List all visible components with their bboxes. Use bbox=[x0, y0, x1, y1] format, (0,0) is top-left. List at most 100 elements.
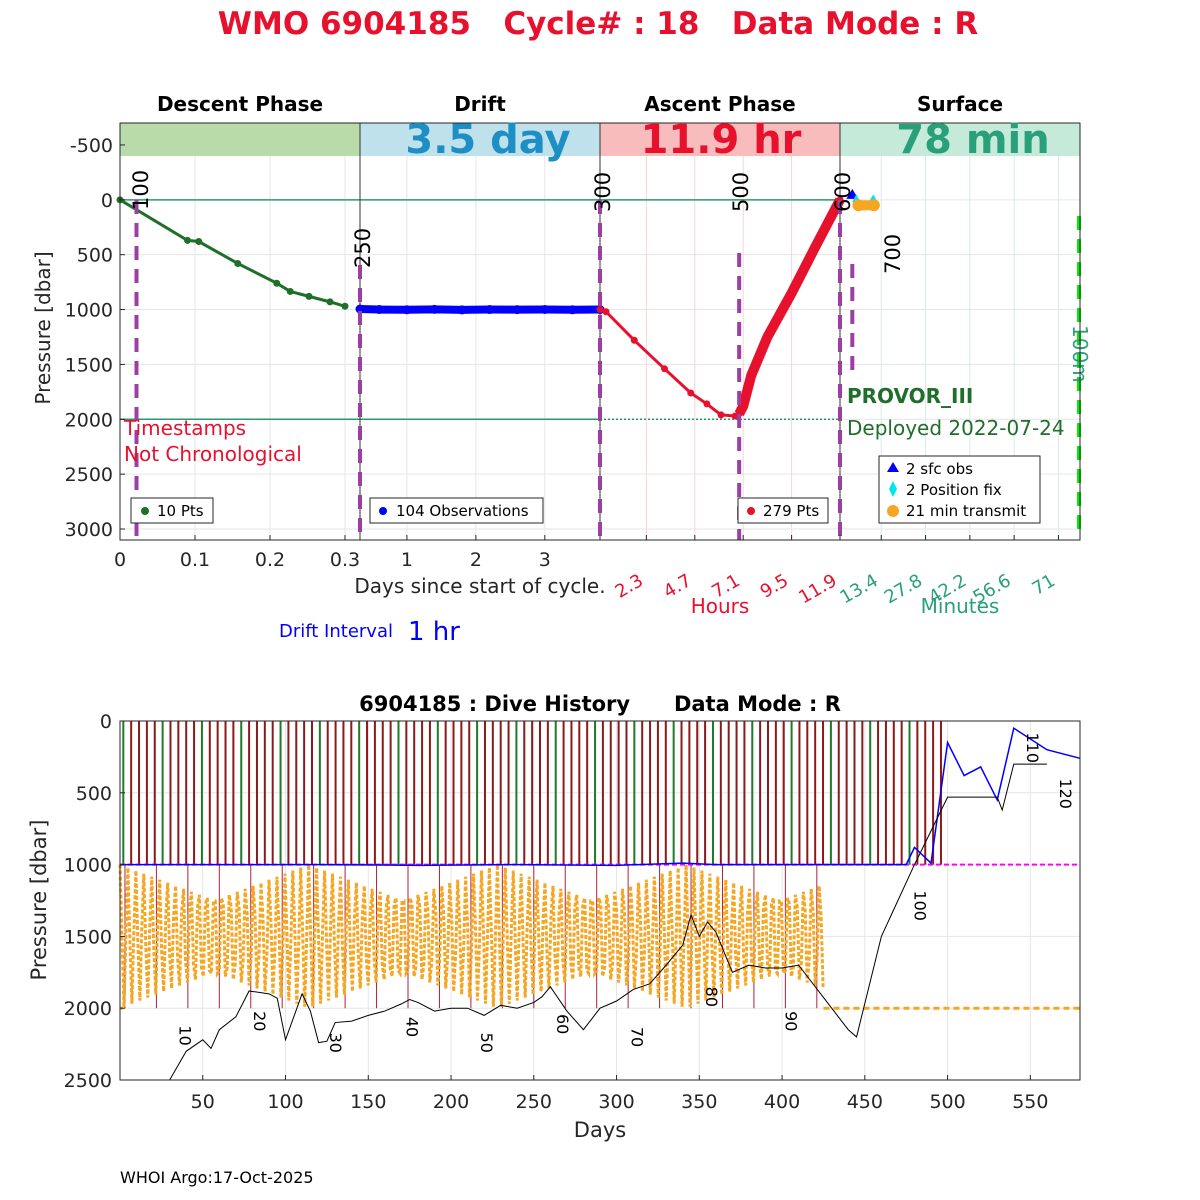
ascent-duration: 11.9 hr bbox=[641, 117, 802, 163]
ascent-point bbox=[596, 306, 604, 314]
cycle-marker-label: 100 bbox=[129, 170, 153, 210]
ascent-point bbox=[812, 242, 820, 250]
cycle-marker-label: 500 bbox=[729, 172, 753, 212]
minutes-label: Minutes bbox=[921, 594, 1000, 618]
x-tick-label: 500 bbox=[929, 1091, 965, 1113]
transmit-start bbox=[852, 199, 865, 212]
x-tick-label: 27.8 bbox=[881, 570, 926, 608]
drift-point bbox=[429, 304, 439, 314]
ascent-legend: 279 Pts bbox=[737, 497, 829, 524]
drift-duration: 3.5 day bbox=[405, 117, 570, 163]
ascent-point bbox=[788, 289, 796, 297]
descent-point bbox=[341, 302, 349, 310]
y-tick-label: 2000 bbox=[65, 409, 113, 431]
phase-title-descent: Descent Phase bbox=[157, 92, 323, 116]
cycle-marker-label: 700 bbox=[881, 234, 905, 274]
cycle-number-label: 50 bbox=[477, 1033, 496, 1053]
sfc-obs-legend-label: 2 sfc obs bbox=[906, 460, 973, 478]
phase-title-surface: Surface bbox=[917, 92, 1003, 116]
x-tick-label: 2 bbox=[470, 549, 482, 571]
y-tick-label: 2000 bbox=[64, 998, 112, 1020]
x-tick-label: 50 bbox=[191, 1091, 215, 1113]
phase-band bbox=[840, 123, 1080, 156]
hours-label: Hours bbox=[691, 594, 750, 618]
surface-legend: 2 sfc obs 2 Position fix 21 min transmit bbox=[878, 455, 1041, 524]
ascent-point bbox=[687, 389, 695, 397]
ascent-point bbox=[661, 365, 669, 373]
x-tick-label: 11.9 bbox=[795, 570, 840, 608]
phase-band bbox=[120, 123, 360, 156]
x-tick-label: 0.1 bbox=[180, 549, 210, 571]
x-tick-label: 400 bbox=[764, 1091, 800, 1113]
y-tick-label: 0 bbox=[100, 711, 112, 733]
x-tick-label: 550 bbox=[1012, 1091, 1048, 1113]
drift-point bbox=[512, 305, 522, 315]
drift-point bbox=[402, 305, 412, 315]
transmit-legend-marker bbox=[887, 505, 899, 517]
descent-point bbox=[305, 292, 313, 300]
transmit-end bbox=[867, 199, 880, 212]
y-tick-label: 2500 bbox=[65, 464, 113, 486]
float-type: PROVOR_III bbox=[847, 384, 973, 408]
phase-band bbox=[360, 123, 600, 156]
ascent-point bbox=[703, 400, 711, 408]
drift-point bbox=[355, 304, 365, 314]
ascent-point bbox=[630, 336, 638, 344]
x-tick-label: 71 bbox=[1029, 570, 1059, 600]
x-tick-label: 0 bbox=[114, 549, 126, 571]
dive-history-title: 6904185 : Dive History Data Mode : R bbox=[359, 692, 841, 716]
descent-legend-label: 10 Pts bbox=[157, 502, 204, 520]
timestamps-note: Timestamps bbox=[123, 416, 246, 440]
cycle-marker-label: 300 bbox=[591, 172, 615, 212]
y-tick-label: -500 bbox=[70, 135, 113, 157]
top-ylabel: Pressure [dbar] bbox=[31, 251, 55, 404]
drift-legend: 104 Observations bbox=[369, 497, 544, 524]
drift-point bbox=[457, 305, 467, 315]
cycle-marker-label: 600 bbox=[831, 172, 855, 212]
x-tick-label: 0.2 bbox=[255, 549, 285, 571]
cycle-number-label: 60 bbox=[553, 1014, 572, 1034]
dive-history-frame bbox=[119, 720, 1081, 1081]
ascent-line-upper bbox=[734, 197, 845, 417]
top-xlabel: Days since start of cycle. bbox=[354, 574, 605, 598]
y-tick-label: 500 bbox=[77, 245, 113, 267]
bottom-xlabel: Days bbox=[574, 1118, 626, 1142]
y-tick-label: 3000 bbox=[65, 519, 113, 541]
dive-history-plot: 6904185 : Dive History Data Mode : R 10 2… bbox=[27, 692, 1081, 1142]
x-tick-label: 200 bbox=[433, 1091, 469, 1113]
profile-oscillation bbox=[118, 864, 825, 1007]
cycle-plot-axes bbox=[119, 122, 1081, 541]
phase-bands bbox=[120, 123, 1080, 156]
drift-point bbox=[485, 305, 495, 315]
x-tick-label: 150 bbox=[350, 1091, 386, 1113]
drift-point bbox=[540, 304, 550, 314]
x-tick-label: 3 bbox=[539, 549, 551, 571]
y-tick-label: 0 bbox=[101, 190, 113, 212]
drift-interval-label: Drift Interval bbox=[279, 621, 393, 642]
ascent-point bbox=[717, 411, 725, 419]
x-tick-label: 1 bbox=[401, 549, 413, 571]
ascent-line-lower bbox=[599, 308, 740, 418]
dive-history-axes bbox=[119, 720, 1081, 1081]
y-tick-label: 1500 bbox=[64, 926, 112, 948]
descent-point bbox=[273, 279, 281, 287]
x-tick-label: 250 bbox=[516, 1091, 552, 1113]
bottom-ylabel: Pressure [dbar] bbox=[27, 820, 51, 981]
cycle-number-label: 70 bbox=[627, 1027, 646, 1047]
position-fix-legend-label: 2 Position fix bbox=[906, 481, 1002, 499]
descent-point bbox=[195, 238, 203, 246]
descent-point bbox=[234, 259, 242, 267]
surface-duration: 78 min bbox=[896, 117, 1049, 163]
drift-interval-value: 1 hr bbox=[408, 617, 460, 647]
descent-line bbox=[119, 198, 346, 308]
y-tick-label: 1000 bbox=[64, 855, 112, 877]
x-tick-label: 350 bbox=[681, 1091, 717, 1113]
descent-point bbox=[286, 287, 294, 295]
bottom-estimate-line bbox=[169, 763, 1047, 1081]
descent-point bbox=[184, 236, 191, 244]
ascent-legend-marker bbox=[747, 507, 755, 515]
parking-depth-line bbox=[120, 726, 1081, 867]
descent-point bbox=[326, 298, 334, 306]
